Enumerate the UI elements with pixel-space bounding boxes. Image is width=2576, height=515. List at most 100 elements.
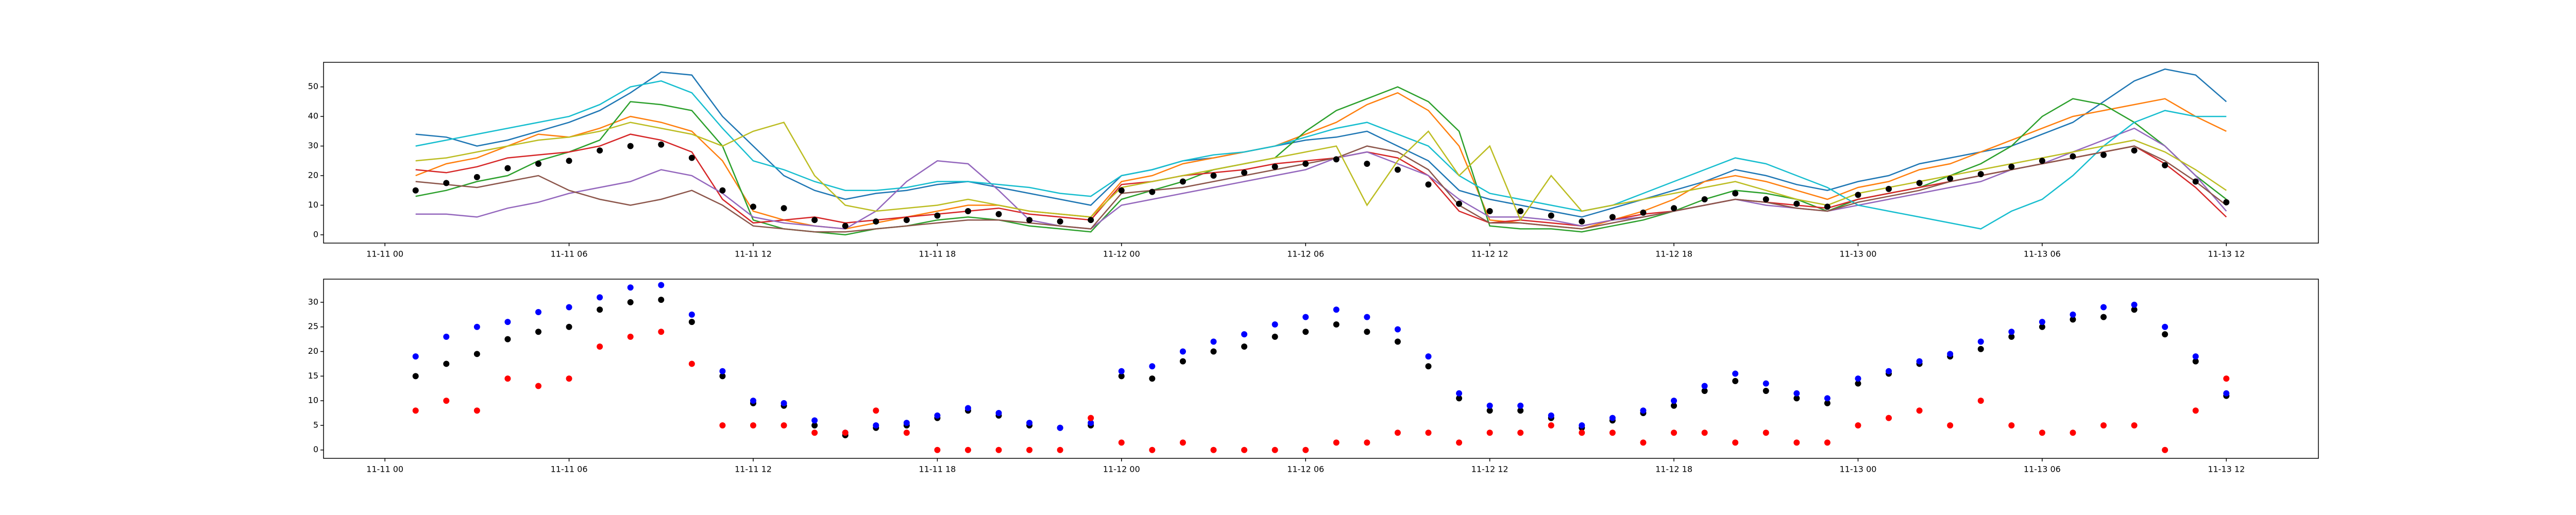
data-point xyxy=(1210,348,1217,355)
x-tick-label: 11-12 00 xyxy=(1103,249,1140,259)
data-point xyxy=(934,212,941,219)
y-tick-label: 0 xyxy=(313,444,318,454)
data-point xyxy=(964,208,971,214)
data-point xyxy=(1333,306,1340,313)
data-point xyxy=(1548,422,1554,428)
data-point xyxy=(1947,175,1954,182)
data-point xyxy=(781,400,787,406)
data-point xyxy=(1609,430,1616,436)
x-tick-label: 11-11 18 xyxy=(919,249,956,259)
data-point xyxy=(1179,178,1186,185)
y-tick-label: 30 xyxy=(308,297,318,306)
data-point xyxy=(1762,388,1769,394)
data-point xyxy=(1640,209,1647,216)
data-point xyxy=(1272,163,1278,170)
data-point xyxy=(412,353,419,360)
data-point xyxy=(2100,314,2107,320)
x-tick-label: 11-13 06 xyxy=(2024,465,2061,474)
x-tick-label: 11-13 12 xyxy=(2208,249,2245,259)
data-point xyxy=(719,422,726,428)
data-point xyxy=(964,405,971,411)
data-point xyxy=(2162,331,2168,338)
data-point xyxy=(934,412,941,419)
series-line xyxy=(415,86,2227,236)
data-point xyxy=(1762,196,1769,202)
data-point xyxy=(1118,368,1125,374)
data-point xyxy=(1486,430,1493,436)
x-tick-label: 11-12 00 xyxy=(1103,465,1140,474)
x-tick-label: 11-13 06 xyxy=(2024,249,2061,259)
series-line xyxy=(415,145,2227,233)
data-point xyxy=(1701,383,1708,389)
data-point xyxy=(995,447,1002,453)
data-point xyxy=(2008,333,2015,340)
data-point xyxy=(566,304,572,311)
data-point xyxy=(811,417,818,424)
data-point xyxy=(1701,196,1708,202)
data-point xyxy=(1517,407,1524,414)
data-point xyxy=(1793,395,1800,402)
data-point xyxy=(597,343,603,350)
data-point xyxy=(1517,430,1524,436)
data-point xyxy=(750,422,756,428)
data-point xyxy=(504,375,511,382)
data-point xyxy=(566,375,572,382)
data-point xyxy=(1425,181,1432,188)
data-point xyxy=(1057,424,1063,431)
data-point xyxy=(1916,407,1923,414)
data-point xyxy=(1179,348,1186,355)
data-point xyxy=(903,217,910,224)
y-tick-label: 0 xyxy=(313,229,318,239)
data-point xyxy=(2131,422,2138,428)
data-point xyxy=(535,309,541,316)
data-point xyxy=(903,420,910,426)
data-point xyxy=(688,360,695,367)
data-point xyxy=(1579,218,1585,225)
data-point xyxy=(1364,161,1370,167)
x-tick-label: 11-11 00 xyxy=(366,465,403,474)
data-point xyxy=(1149,363,1156,370)
y-tick-label: 50 xyxy=(308,81,318,91)
data-point xyxy=(473,323,480,330)
data-point xyxy=(1671,398,1677,404)
data-point xyxy=(1456,395,1463,402)
plot-frame xyxy=(323,62,2319,244)
data-point xyxy=(811,217,818,224)
data-point xyxy=(2039,319,2045,325)
data-point xyxy=(1179,439,1186,446)
data-point xyxy=(1855,380,1861,387)
data-point xyxy=(1701,430,1708,436)
data-point xyxy=(1793,200,1800,207)
data-point xyxy=(688,319,695,325)
data-point xyxy=(535,383,541,389)
data-point xyxy=(1855,375,1861,382)
data-point xyxy=(750,203,756,210)
data-point xyxy=(2070,311,2076,318)
series-line xyxy=(415,80,2227,230)
data-point xyxy=(627,333,634,340)
x-tick-label: 11-12 12 xyxy=(1471,465,1509,474)
data-point xyxy=(1425,363,1432,370)
data-point xyxy=(2100,151,2107,158)
data-point xyxy=(443,398,450,404)
series-line xyxy=(415,127,2227,230)
data-point xyxy=(2162,323,2168,330)
data-point xyxy=(2192,407,2199,414)
data-point xyxy=(1333,439,1340,446)
data-point xyxy=(1671,402,1677,409)
data-point xyxy=(1241,447,1248,453)
data-point xyxy=(1456,200,1463,207)
data-point xyxy=(1425,353,1432,360)
data-point xyxy=(1609,415,1616,421)
data-point xyxy=(443,333,450,340)
data-point xyxy=(1824,203,1831,210)
data-point xyxy=(1210,173,1217,179)
data-point xyxy=(688,311,695,318)
data-point xyxy=(1425,430,1432,436)
data-point xyxy=(2131,301,2138,308)
data-point xyxy=(1947,422,1954,428)
data-point xyxy=(1302,314,1309,320)
data-point xyxy=(1486,208,1493,214)
data-point xyxy=(473,174,480,180)
data-point xyxy=(1947,351,1954,357)
